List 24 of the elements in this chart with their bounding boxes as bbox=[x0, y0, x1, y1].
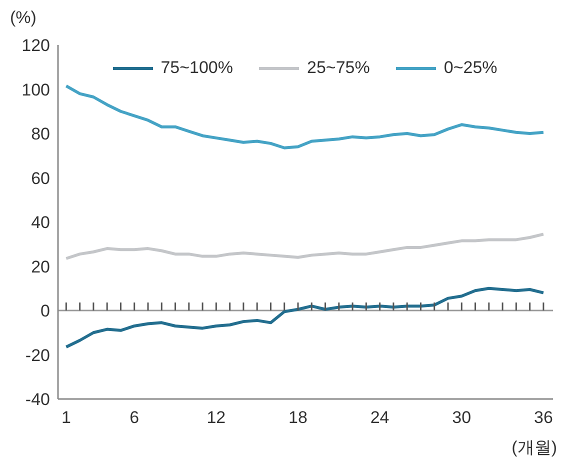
x-tick-label: 30 bbox=[452, 408, 472, 427]
legend-label: 75~100% bbox=[160, 58, 234, 78]
y-tick-label: -40 bbox=[25, 390, 50, 410]
y-tick-label: 40 bbox=[31, 213, 50, 232]
line-series bbox=[64, 232, 545, 260]
y-tick-label: -20 bbox=[25, 346, 50, 365]
x-tick-label: 6 bbox=[130, 408, 140, 427]
y-tick-label: 80 bbox=[31, 124, 50, 144]
x-tick-label: 36 bbox=[534, 408, 553, 427]
y-tick-label: 60 bbox=[31, 168, 50, 188]
y-tick-label: 20 bbox=[31, 257, 50, 276]
legend-label: 25~75% bbox=[307, 58, 370, 78]
x-tick-label: 18 bbox=[288, 408, 308, 427]
y-tick-label: 0 bbox=[40, 302, 50, 321]
legend-label: 0~25% bbox=[444, 58, 498, 78]
y-axis-title: (%) bbox=[10, 8, 36, 28]
y-tick-label: 120 bbox=[22, 36, 50, 56]
line-series bbox=[64, 84, 545, 150]
x-tick-label: 1 bbox=[61, 408, 71, 427]
x-axis-title: (개월) bbox=[512, 437, 557, 459]
line-series bbox=[64, 286, 545, 349]
x-tick-label: 12 bbox=[206, 408, 226, 427]
x-tick-label: 24 bbox=[370, 408, 390, 427]
y-tick-label: 100 bbox=[22, 80, 50, 100]
